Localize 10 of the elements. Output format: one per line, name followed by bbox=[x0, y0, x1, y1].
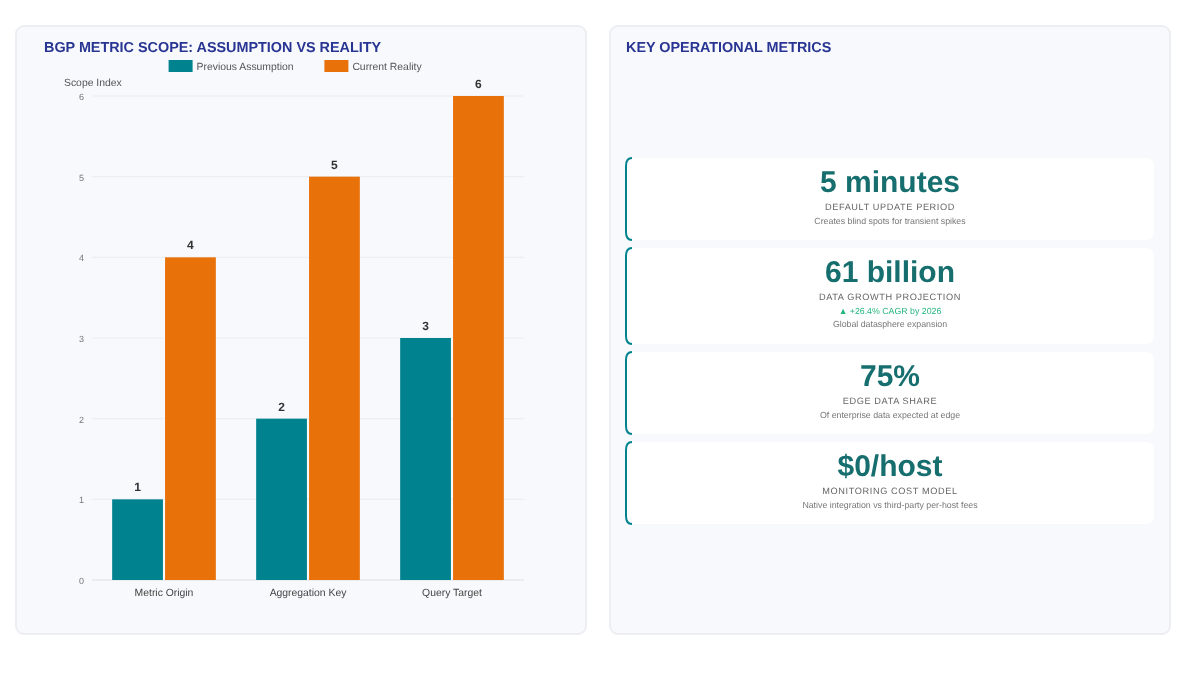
bar bbox=[453, 96, 504, 580]
text: 5 minutes bbox=[819, 166, 961, 200]
text: 75% bbox=[859, 360, 921, 394]
text: 61 billion bbox=[824, 256, 956, 290]
text: $0/host bbox=[837, 450, 943, 484]
bar bbox=[309, 176, 360, 580]
bar bbox=[165, 257, 216, 580]
bar bbox=[112, 499, 163, 580]
bar bbox=[400, 338, 451, 580]
bar bbox=[256, 418, 307, 580]
